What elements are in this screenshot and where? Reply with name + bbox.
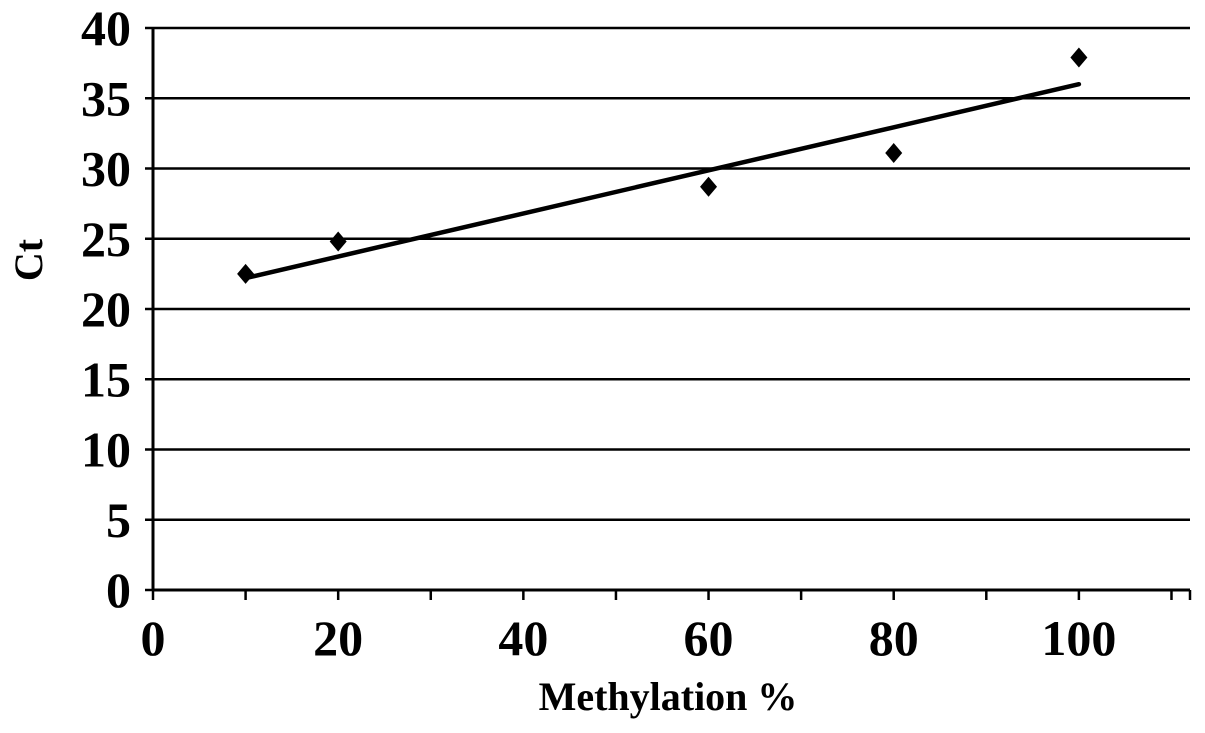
y-tick-label: 25 [81, 211, 131, 267]
trendline [243, 81, 1082, 281]
x-tick-label: 40 [498, 610, 548, 666]
gridlines [153, 26, 1190, 521]
y-axis-title: Ct [6, 238, 51, 281]
axes [145, 26, 1192, 600]
x-tick-label: 100 [1041, 610, 1116, 666]
y-tick-label: 35 [81, 70, 131, 126]
y-tick-label: 0 [106, 562, 131, 618]
y-tick-label: 15 [81, 351, 131, 407]
y-tick-label: 5 [106, 492, 131, 548]
y-tick-label: 40 [81, 0, 131, 56]
x-tick-label: 60 [684, 610, 734, 666]
x-tick-labels: 0 20 40 60 80 100 [141, 610, 1117, 666]
x-tick-label: 20 [313, 610, 363, 666]
y-tick-label: 10 [81, 422, 131, 478]
x-axis-title: Methylation % [539, 674, 798, 719]
data-point [237, 263, 255, 284]
data-point [700, 176, 718, 197]
trendline-group [243, 81, 1082, 281]
y-tick-labels: 0 5 10 15 20 25 30 35 40 [81, 0, 131, 618]
data-point [1070, 47, 1088, 68]
x-tick-label: 0 [141, 610, 166, 666]
data-point [329, 231, 347, 252]
data-points [237, 47, 1088, 284]
x-tick-label: 80 [869, 610, 919, 666]
y-tick-label: 20 [81, 281, 131, 337]
data-point [885, 143, 903, 164]
y-tick-label: 30 [81, 141, 131, 197]
